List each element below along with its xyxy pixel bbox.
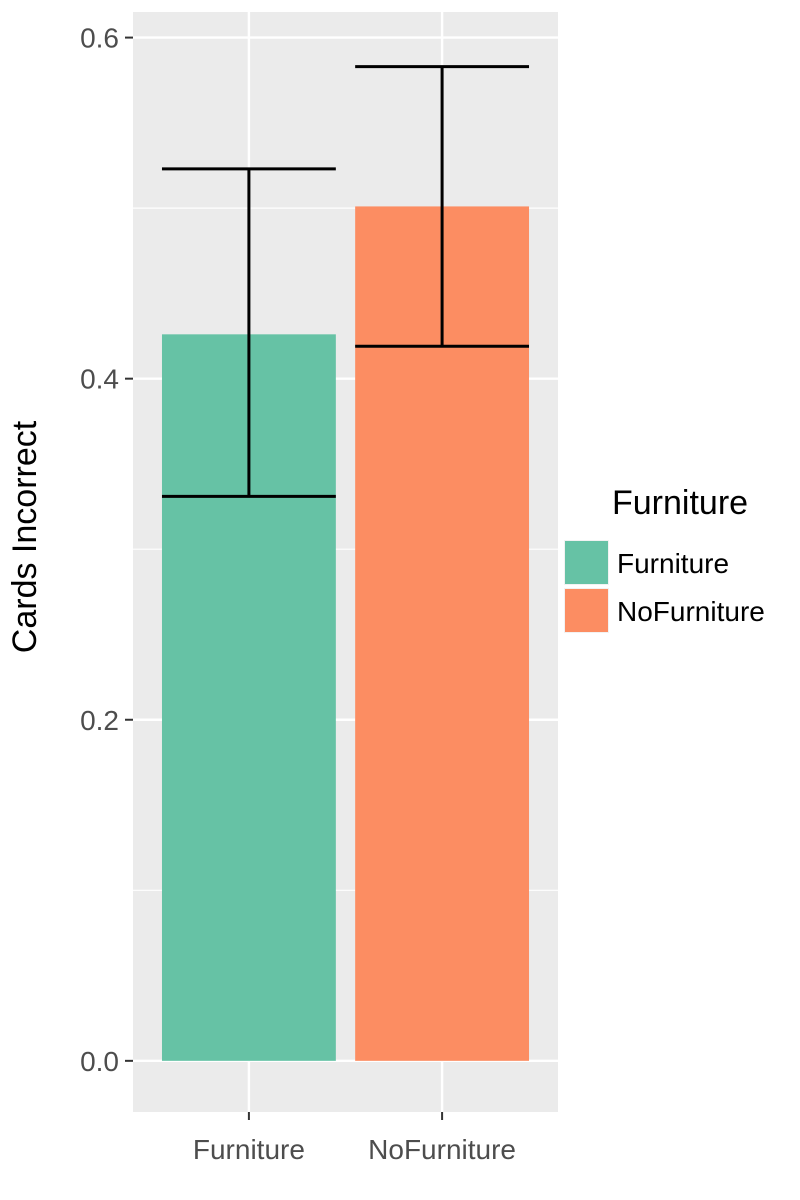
y-tick-label: 0.6 bbox=[80, 23, 119, 54]
y-tick-label: 0.2 bbox=[80, 705, 119, 736]
x-axis: Furniture NoFurniture bbox=[193, 1112, 516, 1165]
legend-title: Furniture bbox=[612, 484, 748, 522]
error-bar bbox=[355, 65, 530, 348]
error-bars bbox=[161, 65, 530, 498]
y-axis-label: Cards Incorrect bbox=[6, 420, 44, 653]
y-tick-label: 0.4 bbox=[80, 364, 119, 395]
legend-label: NoFurniture bbox=[617, 596, 765, 627]
legend-label: Furniture bbox=[617, 548, 729, 579]
legend: Furniture Furniture NoFurniture bbox=[564, 484, 765, 633]
y-axis: 0.0 0.2 0.4 0.6 bbox=[80, 23, 133, 1077]
y-tick-label: 0.0 bbox=[80, 1046, 119, 1077]
legend-key-furniture bbox=[565, 541, 608, 584]
x-tick-label: NoFurniture bbox=[368, 1134, 516, 1165]
error-bar bbox=[161, 167, 336, 498]
legend-key-nofurniture bbox=[565, 589, 608, 632]
bar-nofurniture bbox=[355, 206, 530, 1061]
x-tick-label: Furniture bbox=[193, 1134, 305, 1165]
